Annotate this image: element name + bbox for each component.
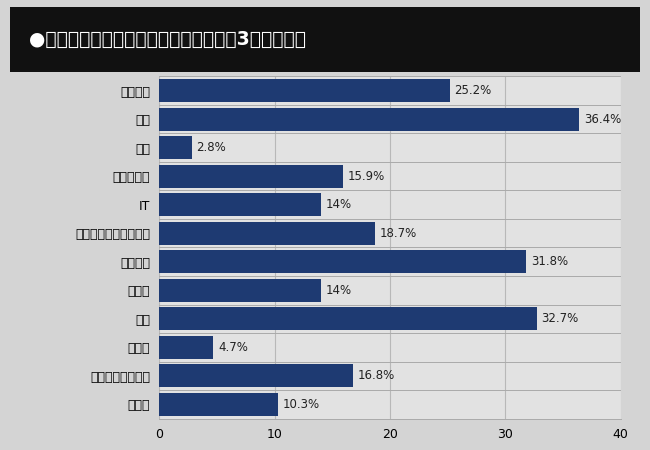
Bar [159, 221, 375, 245]
Text: 31.8%: 31.8% [531, 255, 568, 268]
Text: 10.3%: 10.3% [283, 398, 320, 411]
Bar [159, 250, 526, 274]
Bar [159, 136, 192, 159]
Bar [159, 79, 450, 103]
Text: 14%: 14% [326, 284, 352, 297]
Text: 18.7%: 18.7% [380, 227, 417, 240]
Text: 2.8%: 2.8% [196, 141, 226, 154]
Text: 32.7%: 32.7% [541, 312, 578, 325]
Bar [159, 165, 343, 188]
Bar [159, 392, 278, 416]
Bar [159, 193, 321, 216]
Bar [159, 307, 536, 330]
Bar [159, 336, 213, 359]
Bar [159, 364, 353, 387]
Text: ●希望する興味のある業界・業種（最大3つ選択可）: ●希望する興味のある業界・業種（最大3つ選択可） [29, 30, 306, 49]
Text: 25.2%: 25.2% [454, 84, 492, 97]
Bar [159, 108, 579, 131]
Text: 15.9%: 15.9% [347, 170, 385, 183]
Text: 4.7%: 4.7% [218, 341, 248, 354]
Text: 14%: 14% [326, 198, 352, 211]
Text: 36.4%: 36.4% [584, 113, 621, 126]
Text: 16.8%: 16.8% [358, 369, 395, 382]
Bar [159, 279, 321, 302]
